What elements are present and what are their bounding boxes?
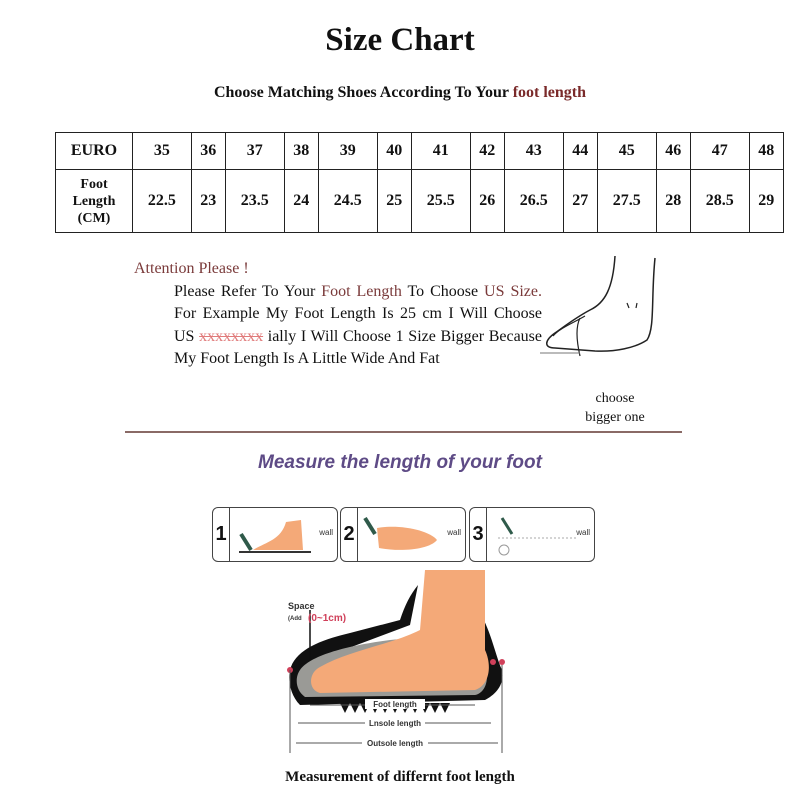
euro-size-cell: 38 (283, 132, 319, 170)
euro-size-cell: 35 (132, 132, 192, 170)
foot-top-icon (363, 516, 437, 550)
divider (125, 431, 682, 433)
foot-length-cell: 27 (562, 169, 598, 233)
struck-text: xxxxxxxx (199, 327, 264, 345)
insole-length-label: Lnsole length (369, 719, 421, 728)
euro-size-cell: 46 (655, 132, 691, 170)
header-line: (CM) (77, 210, 111, 226)
header-line: Foot (80, 176, 108, 192)
foot-length-cell: 22.5 (132, 169, 192, 233)
note-line: bigger one (585, 410, 645, 425)
euro-size-cell: 42 (469, 132, 505, 170)
subtitle: Choose Matching Shoes According To Your … (0, 84, 800, 102)
euro-size-cell: 36 (190, 132, 226, 170)
step-3: 3 wall (469, 507, 595, 562)
foot-length-cell: 24.5 (317, 169, 378, 233)
foot-length-cell: 24 (283, 169, 319, 233)
wall-label: wall (319, 528, 333, 537)
euro-size-cell: 39 (317, 132, 378, 170)
foot-length-cell: 27.5 (596, 169, 657, 233)
euro-size-cell: 47 (689, 132, 750, 170)
subtitle-highlight: foot length (512, 84, 587, 101)
euro-size-cell: 41 (410, 132, 471, 170)
foot-side-icon (239, 520, 311, 553)
diagram-caption: Measurement of differnt foot length (285, 769, 515, 785)
foot-length-cell: 28.5 (689, 169, 750, 233)
outsole-length-label: Outsole length (367, 739, 423, 748)
space-range-label: (0~1cm) (308, 613, 346, 624)
euro-size-cell: 48 (748, 132, 785, 170)
choose-bigger-note: choose bigger one (570, 389, 660, 427)
highlight: Foot Length (321, 282, 402, 300)
subtitle-text: Choose Matching Shoes According To Your (213, 84, 513, 101)
size-table: EURO 35 36 37 38 39 40 41 42 43 44 45 46 47 48 Foot L… (55, 132, 785, 233)
attention-body: Please Refer To Your Foot Length To Choo… (134, 281, 542, 371)
step-number: 3 (470, 508, 487, 561)
wall-label: wall (447, 528, 461, 537)
foot-length-cell: 29 (748, 169, 785, 233)
foot-length-label: Foot length (373, 700, 417, 709)
euro-header: EURO (55, 132, 133, 170)
step-number: 1 (213, 508, 230, 561)
add-label: (Add (288, 616, 302, 622)
text: Please Refer To Your (174, 282, 322, 300)
euro-size-cell: 44 (562, 132, 598, 170)
euro-size-cell: 43 (503, 132, 564, 170)
foot-length-header: Foot Length (CM) (55, 169, 133, 233)
attention-heading: Attention Please ! (134, 260, 249, 277)
foot-length-cell: 26.5 (503, 169, 564, 233)
euro-size-cell: 40 (376, 132, 412, 170)
text: To Choose (401, 282, 485, 300)
foot-length-cell: 26 (469, 169, 505, 233)
page-title: Size Chart (325, 22, 475, 58)
measure-heading: Measure the length of your foot (258, 452, 542, 473)
foot-length-cell: 25.5 (410, 169, 471, 233)
measure-line-icon (498, 517, 576, 556)
foot-length-row: Foot Length (CM) 22.5 23 23.5 24 24.5 25 25.5 2… (55, 169, 785, 233)
space-label: Space (288, 601, 315, 611)
step-2: 2 wall (340, 507, 466, 562)
foot-length-cell: 28 (655, 169, 691, 233)
header-line: Length (72, 193, 116, 209)
foot-length-cell: 23.5 (224, 169, 285, 233)
foot-sketch-icon (540, 255, 656, 357)
euro-size-cell: 37 (224, 132, 285, 170)
text: For Example My Foot Length Is 25 cm I Wi… (174, 305, 542, 345)
note-line: choose (595, 391, 635, 406)
shoe-diagram: Space (Add (0~1cm) Foot length Lnsole le… (287, 570, 505, 753)
foot-length-cell: 25 (376, 169, 412, 233)
step-number: 2 (341, 508, 358, 561)
attention-note: Attention Please ! Please Refer To Your … (134, 258, 542, 371)
euro-size-cell: 45 (596, 132, 657, 170)
highlight: US Size. (484, 282, 542, 300)
euro-row: EURO 35 36 37 38 39 40 41 42 43 44 45 46 47 48 (55, 132, 785, 170)
step-1: 1 wall (212, 507, 338, 562)
text: ially I Will Choose 1 Size Bigger Becaus… (174, 327, 543, 368)
wall-label: wall (576, 528, 590, 537)
foot-length-cell: 23 (190, 169, 226, 233)
